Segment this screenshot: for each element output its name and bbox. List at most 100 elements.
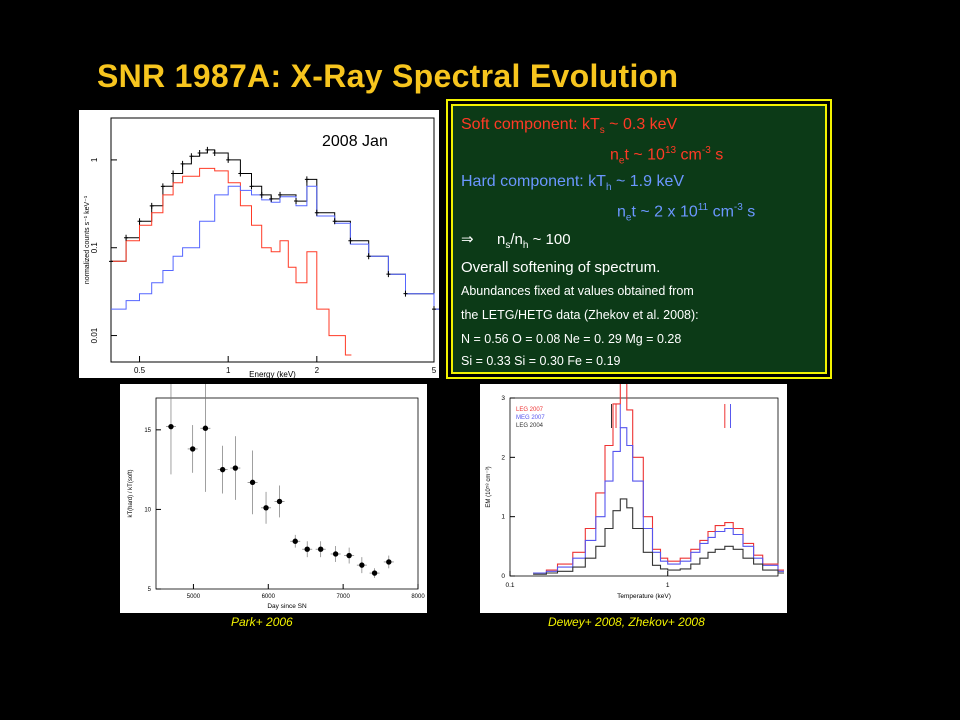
x-tick-label: 2 <box>315 366 320 375</box>
x-tick-label: 8000 <box>411 594 425 600</box>
spectrum-data-point <box>212 149 217 156</box>
spectrum-data-point <box>294 198 299 205</box>
y-tick-label: 2 <box>501 454 505 461</box>
x-tick-label: 7000 <box>336 594 350 600</box>
data-point <box>317 546 324 552</box>
data-point <box>304 546 310 552</box>
data-point <box>249 479 256 486</box>
data-point <box>168 423 174 430</box>
spectrum-data-point <box>249 183 254 190</box>
spectrum-data-point <box>259 191 264 198</box>
spectrum-data-point <box>205 146 210 153</box>
temperature-ratio-chart: 5000 6000 7000 8000 Day since SN 5 10 15 kT(hard… <box>128 384 425 610</box>
spectrum-data-point <box>386 271 391 278</box>
spectrum-data-point <box>269 195 274 202</box>
data-point <box>189 446 196 452</box>
caption-park: Park+ 2006 <box>231 615 293 629</box>
legend-entry: LEG 2004 <box>516 423 544 429</box>
info-box-inner: Soft component: kTs ~ 0.3 keV net ~ 1013… <box>451 104 827 374</box>
slide-title: SNR 1987A: X-Ray Spectral Evolution <box>97 58 679 94</box>
y-tick-label: 15 <box>144 428 151 434</box>
spectrum-chart: 0.5 1 2 5 Energy (keV) 0.01 0.1 1 normalized cou… <box>84 117 439 378</box>
legend-entry: LEG 2007 <box>516 407 544 413</box>
x-tick-label: 0.5 <box>134 366 146 375</box>
spectrum-data-point <box>238 170 243 177</box>
x-axis-label: Temperature (keV) <box>617 593 671 600</box>
ratio-plot-frame <box>155 397 419 590</box>
y-axis-label: EM (10⁵⁸ cm⁻³) <box>485 466 492 507</box>
emission-measure-chart-panel: 0.1 1 Temperature (keV) 0 1 2 3 EM (10⁵⁸ cm⁻³) L… <box>480 384 787 613</box>
abundance-line-1: Abundances fixed at values obtained from <box>461 284 694 298</box>
temperature-ratio-chart-panel: 5000 6000 7000 8000 Day since SN 5 10 15 kT(hard… <box>120 384 427 613</box>
em-series-1 <box>533 427 784 574</box>
data-point <box>202 425 209 431</box>
data-point <box>276 498 283 505</box>
spectrum-data-point <box>278 191 283 198</box>
spectrum-data-point <box>366 253 371 260</box>
spectrum-data-point <box>109 258 113 265</box>
y-tick-label: 10 <box>144 507 151 513</box>
spectrum-data-point <box>403 290 408 297</box>
y-tick-label: 0.01 <box>90 327 99 343</box>
y-tick-label: 1 <box>90 157 99 162</box>
y-tick-label: 3 <box>501 395 505 402</box>
spectrum-plot-frame <box>110 117 435 363</box>
y-tick-label: 1 <box>501 514 505 521</box>
data-point <box>219 466 226 473</box>
spectrum-series-0 <box>111 149 439 310</box>
data-point <box>232 465 239 471</box>
spectrum-data-point <box>124 234 129 241</box>
spectrum-data-point <box>226 156 231 163</box>
em-series-2 <box>533 498 784 575</box>
abundance-line-3: N = 0.56 O = 0.08 Ne = 0. 29 Mg = 0.28 <box>461 332 682 346</box>
spectrum-data-point <box>348 237 353 244</box>
y-tick-label: 5 <box>148 587 152 593</box>
x-tick-label: 0.1 <box>505 582 514 589</box>
spectrum-series-1 <box>111 167 352 356</box>
soft-kt-line: Soft component: kTs ~ 0.3 keV <box>461 116 678 137</box>
em-plot-frame <box>509 397 779 577</box>
x-axis-label: Day since SN <box>267 603 307 610</box>
data-point <box>332 551 339 557</box>
data-point <box>386 559 392 565</box>
hard-kt-line: Hard component: kTh ~ 1.9 keV <box>461 173 685 194</box>
spectrum-data-point <box>314 209 319 216</box>
spectrum-data-point <box>304 176 309 183</box>
implies-arrow-icon: ⇒ <box>461 231 474 248</box>
spectrum-data-point <box>171 170 176 177</box>
y-tick-label: 0 <box>501 573 505 580</box>
data-point <box>263 505 269 511</box>
hard-net-line: net ~ 2 x 1011 cm-3 s <box>617 202 756 224</box>
softening-line: Overall softening of spectrum. <box>461 259 661 276</box>
x-tick-label: 5 <box>432 366 437 375</box>
data-point <box>371 570 378 576</box>
y-axis-label: kT(hard) / kT(soft) <box>128 469 134 517</box>
abundance-line-4: Si = 0.33 Si = 0.30 Fe = 0.19 <box>461 354 621 368</box>
spectrum-data-point <box>160 183 165 190</box>
x-axis-label: Energy (keV) <box>249 370 296 378</box>
spectrum-data-point <box>189 153 194 160</box>
emission-measure-chart: 0.1 1 Temperature (keV) 0 1 2 3 EM (10⁵⁸ cm⁻³) L… <box>485 384 784 600</box>
data-point <box>346 552 352 559</box>
soft-net-line: net ~ 1013 cm-3 s <box>610 145 724 167</box>
caption-dewey: Dewey+ 2008, Zhekov+ 2008 <box>548 615 705 629</box>
spectrum-series-2 <box>111 185 439 310</box>
spectrum-data-point <box>432 306 436 313</box>
x-tick-label: 6000 <box>262 594 276 600</box>
spectrum-data-point <box>137 218 142 225</box>
y-axis-label: normalized counts s⁻¹ keV⁻¹ <box>84 195 91 284</box>
info-box: Soft component: kTs ~ 0.3 keV net ~ 1013… <box>446 99 832 379</box>
ratio-line: ⇒ ns/nh ~ 100 <box>461 231 571 251</box>
em-series-0 <box>533 384 784 574</box>
data-point <box>292 538 298 544</box>
spectrum-chart-panel: 0.5 1 2 5 Energy (keV) 0.01 0.1 1 normalized cou… <box>79 110 439 378</box>
y-tick-label: 0.1 <box>90 242 99 254</box>
abundance-line-2: the LETG/HETG data (Zhekov et al. 2008): <box>461 308 699 322</box>
spectrum-data-point <box>149 202 154 209</box>
x-tick-label: 1 <box>226 366 231 375</box>
legend-entry: MEG 2007 <box>516 415 545 421</box>
data-point <box>359 562 365 568</box>
spectrum-data-point <box>332 218 337 225</box>
x-tick-label: 5000 <box>187 594 201 600</box>
date-annotation: 2008 Jan <box>322 133 388 150</box>
